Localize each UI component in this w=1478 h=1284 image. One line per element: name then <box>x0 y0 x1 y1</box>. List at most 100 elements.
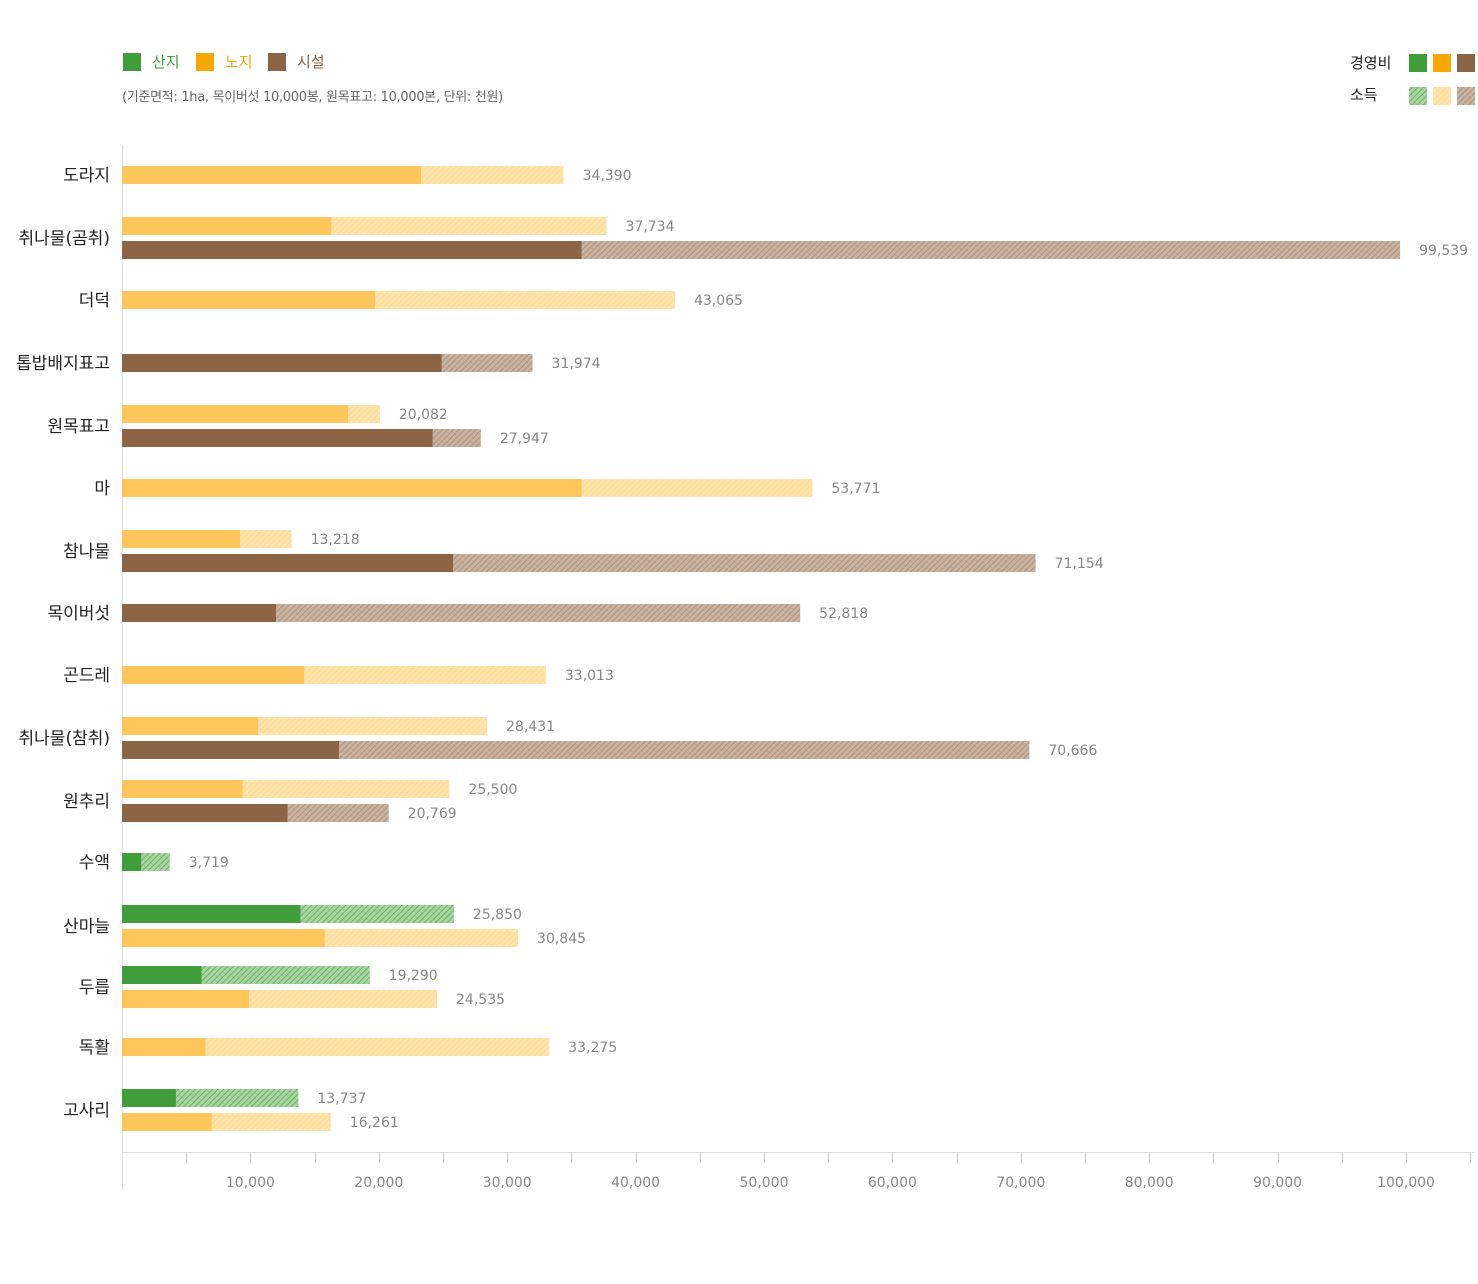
value-label: 43,065 <box>694 293 743 309</box>
bar-group-open: 25,500 <box>122 780 517 798</box>
income-bar-mountain <box>175 1089 299 1107</box>
category-label: 참나물 <box>63 542 110 562</box>
cost-bar-open <box>122 479 582 497</box>
x-tick-label: 60,000 <box>868 1175 917 1191</box>
income-bar-open <box>205 1038 550 1056</box>
cost-bar-facility <box>122 604 277 622</box>
income-bar-open <box>581 479 813 497</box>
cost-bar-open <box>122 929 325 947</box>
bar-group-facility: 71,154 <box>122 554 1104 572</box>
cost-bar-open <box>122 990 250 1008</box>
legend-cost-swatch-open-field <box>1433 54 1451 72</box>
income-bar-facility <box>432 429 481 447</box>
value-label: 34,390 <box>583 168 632 184</box>
bar-group-facility: 20,769 <box>122 804 457 822</box>
value-label: 30,845 <box>537 931 586 947</box>
value-label: 20,082 <box>399 407 448 423</box>
category-label: 원추리 <box>63 792 110 812</box>
income-bar-open <box>304 666 546 684</box>
income-bar-facility <box>581 241 1401 259</box>
legend-income-swatch-mountain <box>1409 87 1427 105</box>
x-tick-label: 40,000 <box>611 1175 660 1191</box>
legend-swatch-mountain <box>123 53 141 71</box>
bar-group-open: 20,082 <box>122 405 448 423</box>
value-label: 52,818 <box>819 606 868 622</box>
legend-swatch-facility <box>268 53 286 71</box>
category-label: 취나물(참취) <box>19 729 110 749</box>
x-tick-label: 100,000 <box>1377 1175 1435 1191</box>
value-label: 25,500 <box>468 782 517 798</box>
bar-group-open: 53,771 <box>122 479 880 497</box>
value-label: 33,013 <box>565 668 614 684</box>
legend-label-open-field: 노지 <box>225 53 253 71</box>
cost-bar-open <box>122 530 241 548</box>
cost-bar-facility <box>122 554 454 572</box>
x-tick-label: 50,000 <box>740 1175 789 1191</box>
income-bar-facility <box>453 554 1036 572</box>
category-label: 수액 <box>79 853 110 873</box>
value-label: 13,737 <box>317 1091 366 1107</box>
cost-bar-open <box>122 217 332 235</box>
category-label: 고사리 <box>63 1101 110 1121</box>
value-label: 20,769 <box>408 806 457 822</box>
income-bar-mountain <box>141 853 170 871</box>
category-label: 원목표고 <box>47 417 110 437</box>
bar-group-open: 33,275 <box>122 1038 617 1056</box>
category-label: 두릅 <box>79 978 110 998</box>
cost-bar-facility <box>122 804 288 822</box>
legend-label-mountain: 산지 <box>152 53 180 71</box>
value-label: 53,771 <box>831 481 880 497</box>
category-label: 취나물(곰취) <box>19 229 110 249</box>
legend-cost-swatch-facility <box>1457 54 1475 72</box>
cost-bar-open <box>122 405 348 423</box>
bar-group-facility: 31,974 <box>122 354 601 372</box>
value-label: 25,850 <box>473 907 522 923</box>
value-label: 19,290 <box>389 968 438 984</box>
cost-bar-facility <box>122 429 433 447</box>
bar-group-open: 37,734 <box>122 217 675 235</box>
cost-bar-mountain <box>122 1089 176 1107</box>
legend-cost-swatch-mountain <box>1409 54 1427 72</box>
category-label: 곤드레 <box>63 666 110 686</box>
cost-bar-mountain <box>122 905 301 923</box>
income-bar-open <box>324 929 519 947</box>
value-label: 28,431 <box>506 719 555 735</box>
category-label: 목이버섯 <box>47 604 110 624</box>
x-tick-label: 90,000 <box>1253 1175 1302 1191</box>
component-legend: 경영비 소득 <box>1350 54 1475 105</box>
income-bar-open <box>249 990 438 1008</box>
x-tick-label: 10,000 <box>226 1175 275 1191</box>
legend-cost-label: 경영비 <box>1350 54 1391 72</box>
cost-bar-open <box>122 717 259 735</box>
income-bar-open <box>211 1113 331 1131</box>
x-tick-label: 80,000 <box>1125 1175 1174 1191</box>
cost-bar-open <box>122 1038 206 1056</box>
cost-bar-open <box>122 166 422 184</box>
income-bar-open <box>258 717 488 735</box>
value-label: 3,719 <box>189 855 229 871</box>
legend-swatch-open-field <box>196 53 214 71</box>
income-bar-open <box>331 217 607 235</box>
x-tick-label: 70,000 <box>996 1175 1045 1191</box>
cost-bar-open <box>122 291 375 309</box>
category-label: 톱밥배지표고 <box>16 354 110 374</box>
income-bar-facility <box>276 604 801 622</box>
income-bar-mountain <box>300 905 454 923</box>
legend-income-swatch-facility <box>1457 87 1475 105</box>
bar-group-open: 28,431 <box>122 717 555 735</box>
category-label: 독활 <box>79 1038 110 1058</box>
bar-group-open: 43,065 <box>122 291 743 309</box>
value-label: 27,947 <box>500 431 549 447</box>
bars-layer: 34,390 37,734 99,539 43,065 31,974 20,082 27,9… <box>122 166 1468 1131</box>
bar-group-open: 24,535 <box>122 990 505 1008</box>
series-legend: 산지 노지 시설 <box>123 53 325 71</box>
income-bar-open <box>240 530 292 548</box>
cost-bar-open <box>122 1113 212 1131</box>
income-bar-mountain <box>201 966 370 984</box>
bar-group-mountain: 25,850 <box>122 905 522 923</box>
bar-group-facility: 27,947 <box>122 429 549 447</box>
bar-group-facility: 99,539 <box>122 241 1468 259</box>
value-label: 70,666 <box>1048 743 1097 759</box>
cost-bar-facility <box>122 241 582 259</box>
